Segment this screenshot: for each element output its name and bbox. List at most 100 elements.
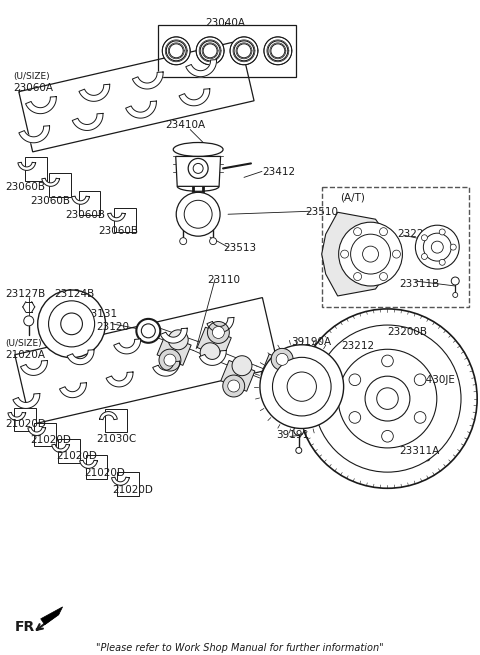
Circle shape — [296, 447, 302, 453]
Text: 23127B: 23127B — [5, 289, 45, 299]
Circle shape — [38, 290, 106, 358]
Polygon shape — [111, 477, 129, 485]
Polygon shape — [199, 350, 226, 365]
Polygon shape — [176, 157, 221, 186]
Circle shape — [271, 348, 293, 370]
Circle shape — [425, 456, 430, 461]
Circle shape — [354, 272, 361, 280]
Circle shape — [136, 319, 160, 343]
Circle shape — [260, 345, 344, 428]
Circle shape — [451, 277, 459, 285]
Circle shape — [350, 234, 390, 274]
Circle shape — [414, 374, 426, 386]
Polygon shape — [21, 360, 48, 375]
Circle shape — [382, 355, 393, 367]
Circle shape — [382, 430, 393, 442]
Circle shape — [203, 44, 217, 58]
Polygon shape — [100, 411, 117, 420]
Circle shape — [349, 411, 360, 423]
Polygon shape — [52, 444, 70, 453]
Circle shape — [287, 372, 316, 402]
Polygon shape — [186, 60, 216, 77]
Text: (A/T): (A/T) — [340, 193, 364, 202]
Bar — [118, 472, 139, 496]
Circle shape — [432, 241, 444, 253]
Text: 23212: 23212 — [342, 341, 375, 351]
Bar — [48, 174, 71, 197]
Polygon shape — [67, 350, 94, 365]
Circle shape — [61, 313, 83, 335]
Text: 21020A: 21020A — [5, 350, 45, 360]
Circle shape — [141, 324, 156, 338]
Circle shape — [230, 37, 258, 65]
Text: 21020D: 21020D — [5, 419, 46, 428]
Circle shape — [200, 41, 220, 61]
Text: 39190A: 39190A — [291, 337, 331, 346]
Circle shape — [423, 233, 451, 261]
Text: 23060B: 23060B — [98, 226, 139, 236]
Circle shape — [294, 426, 304, 436]
Text: 23120: 23120 — [96, 322, 130, 332]
Text: 23110: 23110 — [207, 275, 240, 285]
Circle shape — [365, 376, 410, 421]
Text: 23410A: 23410A — [165, 120, 205, 130]
Text: 23412: 23412 — [262, 168, 295, 178]
Text: 21020D: 21020D — [31, 436, 72, 445]
Polygon shape — [207, 318, 234, 332]
Circle shape — [276, 354, 288, 365]
Bar — [58, 440, 80, 463]
Polygon shape — [13, 394, 40, 409]
Polygon shape — [79, 84, 110, 102]
Text: 39191: 39191 — [276, 430, 309, 440]
Polygon shape — [261, 354, 295, 385]
Text: 23510: 23510 — [305, 207, 338, 217]
Text: 1430JE: 1430JE — [420, 375, 455, 384]
Circle shape — [421, 253, 427, 259]
Circle shape — [200, 343, 220, 363]
Text: 23311A: 23311A — [399, 447, 440, 457]
Polygon shape — [153, 361, 180, 376]
Circle shape — [188, 159, 208, 178]
Circle shape — [212, 326, 224, 339]
Polygon shape — [108, 213, 125, 221]
Circle shape — [393, 250, 400, 258]
Circle shape — [223, 375, 245, 397]
Text: 23060A: 23060A — [13, 83, 53, 93]
Bar — [114, 208, 136, 232]
Circle shape — [444, 382, 449, 388]
Circle shape — [24, 316, 34, 326]
Polygon shape — [157, 335, 191, 365]
Polygon shape — [19, 126, 49, 143]
Circle shape — [232, 356, 252, 376]
Text: 23131: 23131 — [84, 309, 118, 319]
Circle shape — [176, 193, 220, 236]
Text: 23211B: 23211B — [340, 264, 380, 274]
Polygon shape — [160, 328, 187, 343]
Circle shape — [362, 246, 379, 262]
Polygon shape — [322, 212, 387, 296]
Circle shape — [423, 440, 432, 449]
Text: 23124B: 23124B — [55, 289, 95, 299]
Ellipse shape — [173, 143, 223, 157]
Circle shape — [228, 380, 240, 392]
Circle shape — [339, 222, 402, 286]
Circle shape — [298, 309, 477, 488]
Polygon shape — [221, 360, 255, 391]
Circle shape — [237, 44, 251, 58]
Polygon shape — [15, 297, 278, 424]
Text: "Please refer to Work Shop Manual for further information": "Please refer to Work Shop Manual for fu… — [96, 643, 384, 653]
Polygon shape — [72, 113, 103, 130]
Circle shape — [273, 358, 331, 416]
Bar — [158, 25, 296, 77]
Circle shape — [180, 238, 187, 244]
Polygon shape — [179, 89, 210, 106]
Text: 23200B: 23200B — [387, 327, 428, 337]
Polygon shape — [8, 413, 25, 421]
Circle shape — [338, 349, 437, 448]
Polygon shape — [42, 178, 60, 186]
Circle shape — [421, 234, 427, 241]
Bar — [322, 187, 469, 307]
Circle shape — [164, 354, 176, 366]
Text: 23060B: 23060B — [66, 210, 106, 220]
Circle shape — [314, 325, 461, 472]
